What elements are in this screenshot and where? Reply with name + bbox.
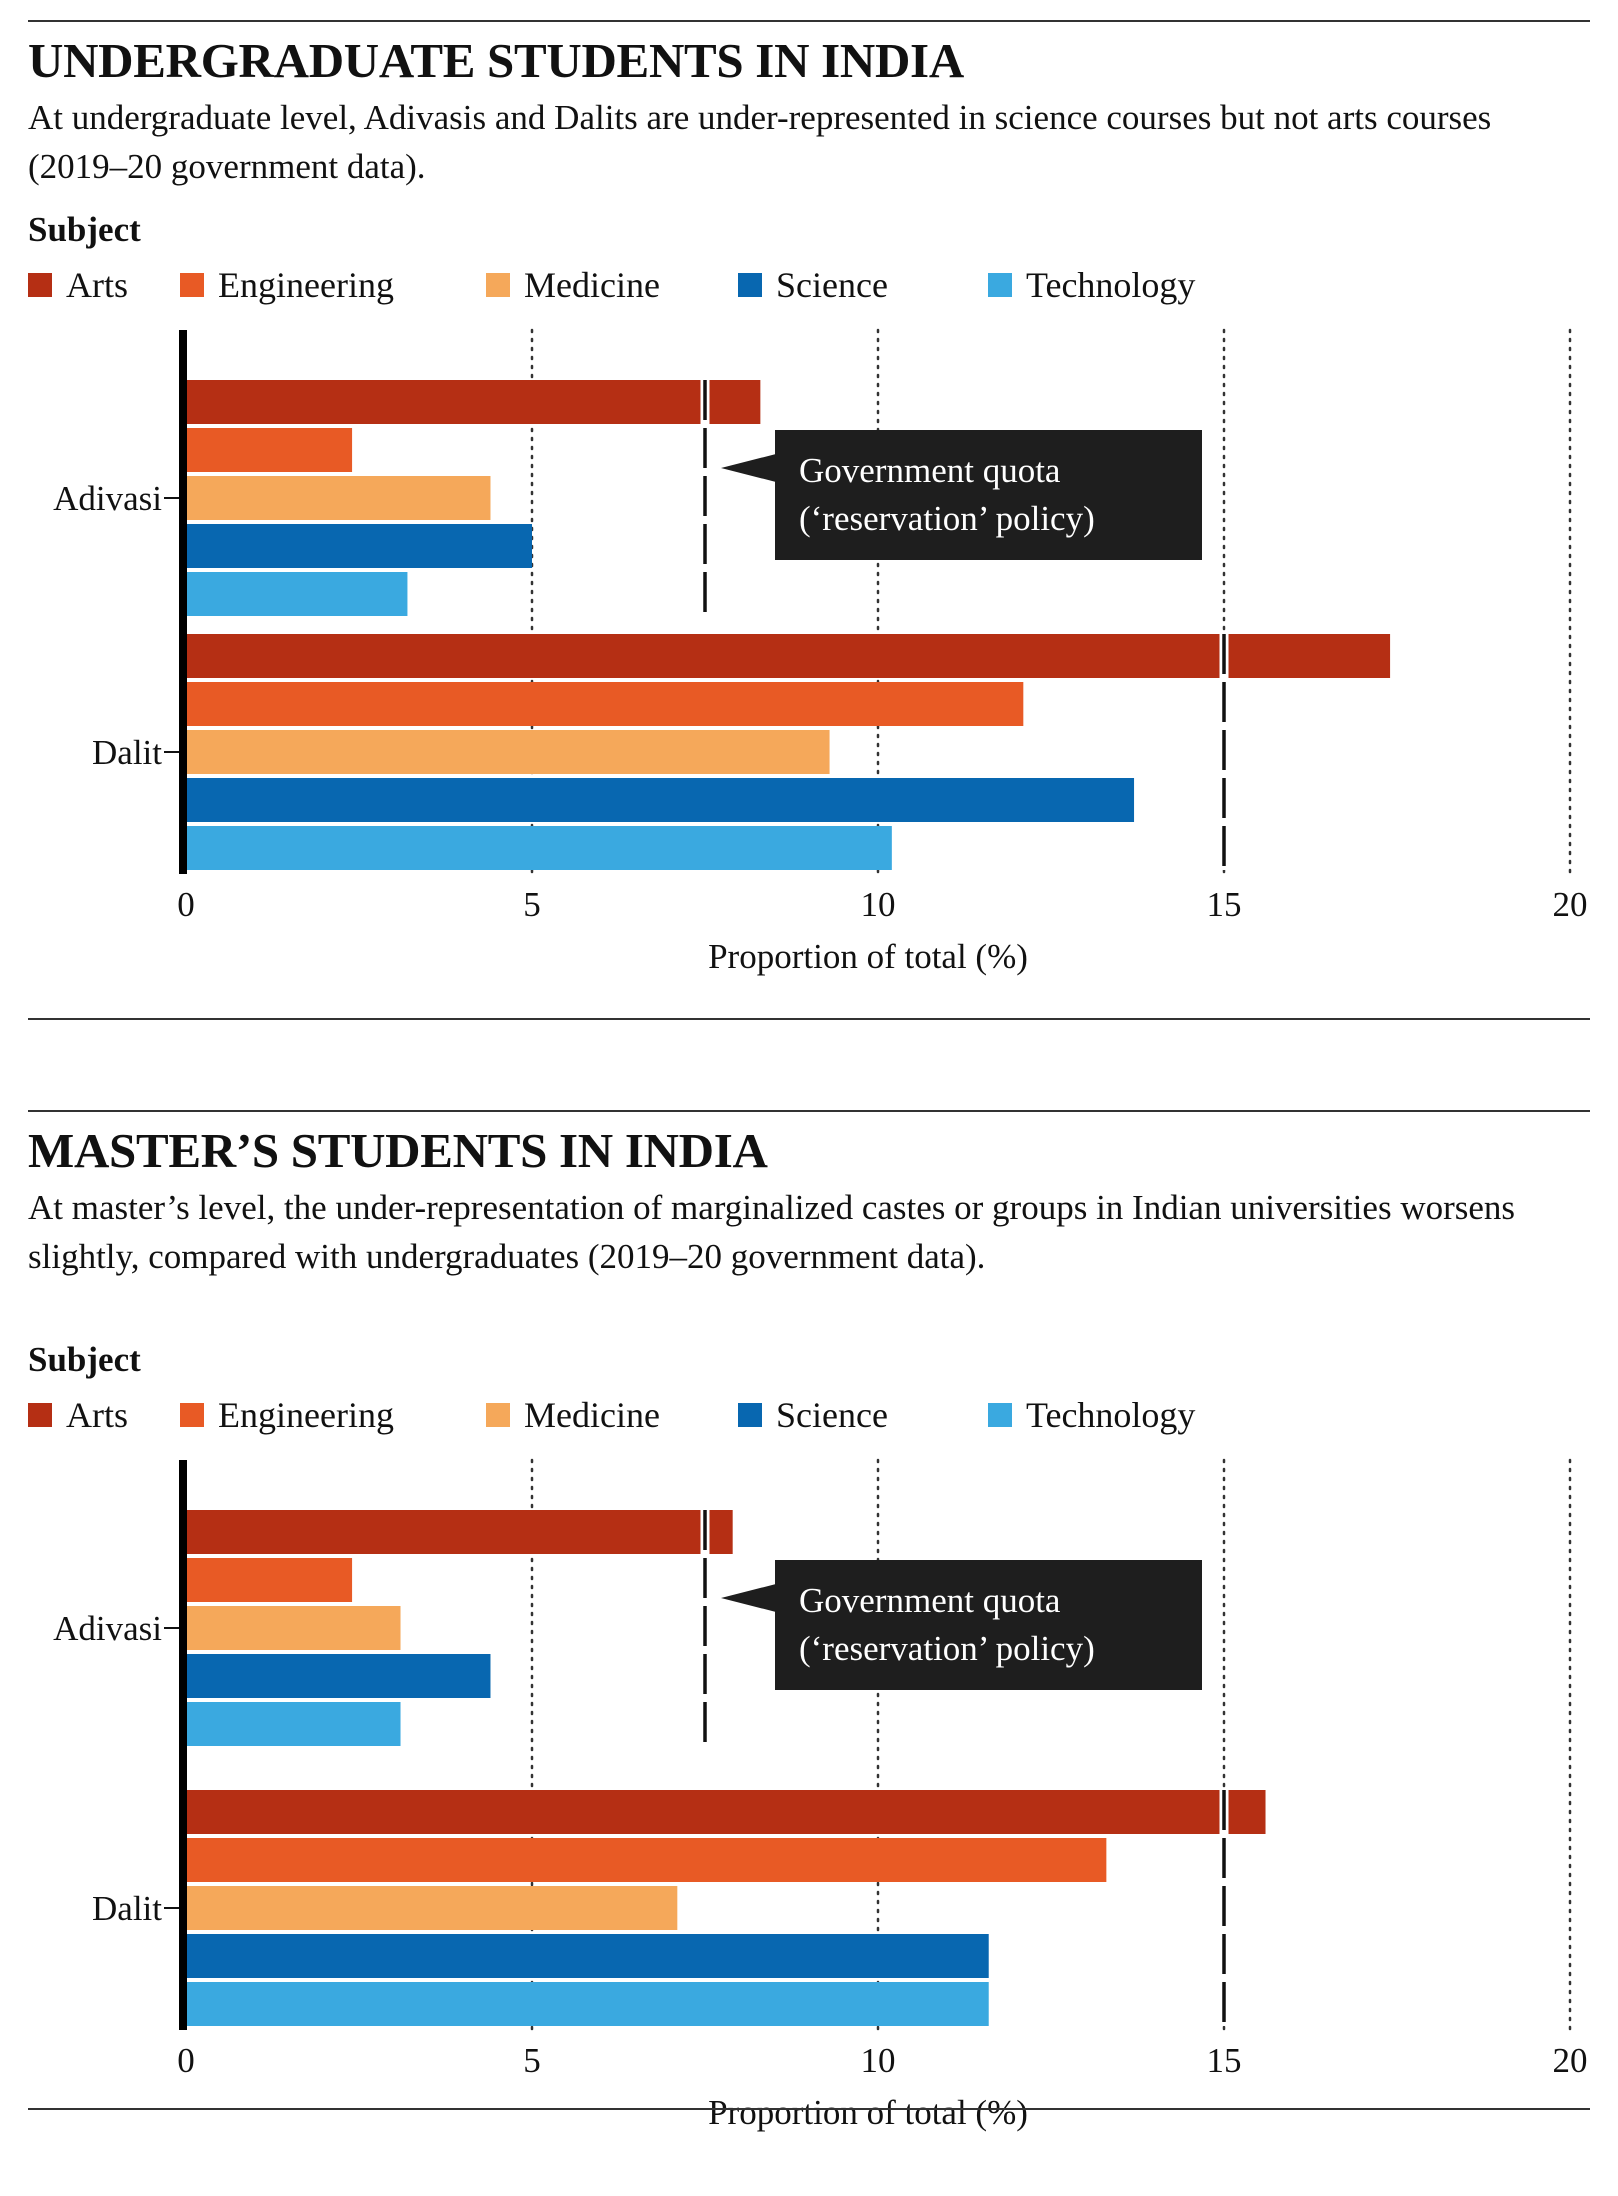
bar-adivasi-arts (186, 380, 761, 424)
legend-label: Technology (1026, 265, 1196, 305)
legend-title: Subject (28, 210, 141, 249)
x-tick-label: 0 (177, 885, 195, 924)
legend-item-technology: Technology (988, 263, 1195, 307)
legend-label: Engineering (218, 1395, 394, 1435)
x-tick-label: 5 (523, 885, 541, 924)
bar-dalit-science (186, 778, 1135, 822)
legend-label: Science (776, 265, 888, 305)
legend-label: Arts (66, 265, 128, 305)
legend-item-engineering: Engineering (180, 263, 394, 307)
legend-label: Engineering (218, 265, 394, 305)
bar-adivasi-engineering (186, 428, 353, 472)
bar-dalit-technology (186, 826, 892, 870)
legend-item-medicine: Medicine (486, 263, 660, 307)
callout-box (775, 430, 1202, 560)
callout-text-line1: Government quota (799, 1581, 1061, 1620)
bar-adivasi-arts (186, 1510, 733, 1554)
legend-label: Technology (1026, 1395, 1196, 1435)
x-axis-label: Proportion of total (%) (708, 2093, 1028, 2132)
category-label: Dalit (92, 733, 162, 772)
callout-box (775, 1560, 1202, 1690)
legend-item-science: Science (738, 263, 888, 307)
legend-label: Arts (66, 1395, 128, 1435)
bar-adivasi-medicine (186, 1606, 401, 1650)
legend-item-medicine: Medicine (486, 1393, 660, 1437)
x-tick-label: 10 (861, 885, 896, 924)
bar-dalit-medicine (186, 1886, 678, 1930)
x-tick-label: 15 (1207, 885, 1242, 924)
callout-pointer (721, 454, 776, 482)
bar-chart: Adivasi Dalit 0 5 10 15 20 Proportion of total … (53, 328, 1588, 976)
callout-pointer (721, 1584, 776, 1612)
bar-adivasi-technology (186, 1702, 401, 1746)
legend-swatch (28, 1403, 52, 1427)
legend-swatch (988, 273, 1012, 297)
bar-dalit-arts (186, 634, 1391, 678)
legend-item-arts: Arts (28, 1393, 128, 1437)
legend-item-science: Science (738, 1393, 888, 1437)
legend-label: Science (776, 1395, 888, 1435)
x-tick-label: 20 (1553, 2041, 1588, 2080)
top-rule (28, 1110, 1590, 1112)
bottom-rule (28, 1018, 1590, 1020)
category-label: Adivasi (53, 479, 162, 518)
legend-item-engineering: Engineering (180, 1393, 394, 1437)
x-tick-label: 5 (523, 2041, 541, 2080)
legend-label: Medicine (524, 265, 660, 305)
callout-text-line2: (‘reservation’ policy) (799, 1629, 1095, 1668)
x-axis-label: Proportion of total (%) (708, 937, 1028, 976)
legend-swatch (180, 273, 204, 297)
category-label: Dalit (92, 1889, 162, 1928)
x-tick-label: 15 (1207, 2041, 1242, 2080)
bar-dalit-engineering (186, 682, 1024, 726)
legend-swatch (738, 273, 762, 297)
legend-swatch (28, 273, 52, 297)
category-label: Adivasi (53, 1609, 162, 1648)
bar-adivasi-science (186, 1654, 491, 1698)
bar-dalit-arts (186, 1790, 1266, 1834)
callout-text-line1: Government quota (799, 451, 1061, 490)
legend-swatch (988, 1403, 1012, 1427)
bar-adivasi-science (186, 524, 532, 568)
x-tick-label: 0 (177, 2041, 195, 2080)
bar-dalit-medicine (186, 730, 830, 774)
legend-title: Subject (28, 1340, 141, 1379)
chart-title: UNDERGRADUATE STUDENTS IN INDIA (28, 33, 964, 88)
top-rule (28, 20, 1590, 22)
legend-swatch (738, 1403, 762, 1427)
bar-dalit-technology (186, 1982, 989, 2026)
callout-text-line2: (‘reservation’ policy) (799, 499, 1095, 538)
chart-title: MASTER’S STUDENTS IN INDIA (28, 1123, 768, 1178)
legend-item-arts: Arts (28, 263, 128, 307)
legend-swatch (486, 273, 510, 297)
masters-panel: MASTER’S STUDENTS IN INDIA At master’s l… (28, 1110, 1590, 2132)
legend-swatch (486, 1403, 510, 1427)
undergraduate-panel: UNDERGRADUATE STUDENTS IN INDIA At under… (28, 20, 1590, 1030)
bar-adivasi-technology (186, 572, 408, 616)
chart-subtitle: At undergraduate level, Adivasis and Dal… (28, 98, 1492, 186)
chart-subtitle: At master’s level, the under-representat… (28, 1188, 1516, 1276)
bar-chart: Adivasi Dalit 0 5 10 15 20 Proportion of total … (53, 1458, 1588, 2132)
legend-label: Medicine (524, 1395, 660, 1435)
bar-adivasi-engineering (186, 1558, 353, 1602)
bottom-rule (28, 2108, 1590, 2110)
bar-adivasi-medicine (186, 476, 491, 520)
legend-swatch (180, 1403, 204, 1427)
bar-dalit-engineering (186, 1838, 1107, 1882)
x-tick-label: 10 (861, 2041, 896, 2080)
x-tick-label: 20 (1553, 885, 1588, 924)
legend-item-technology: Technology (988, 1393, 1195, 1437)
bar-dalit-science (186, 1934, 989, 1978)
